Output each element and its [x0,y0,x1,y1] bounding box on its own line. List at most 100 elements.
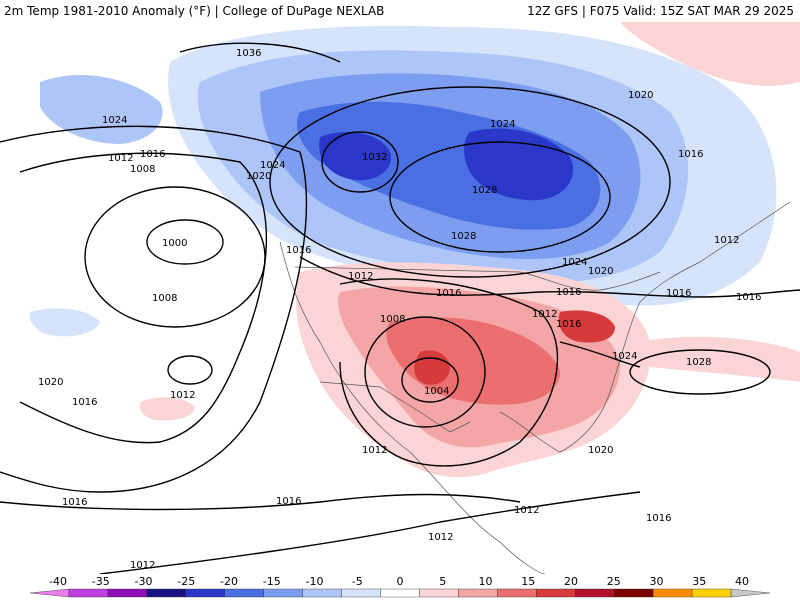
isobar-1012-south [99,491,641,574]
colorbar-tick-label: -20 [220,575,238,588]
colorbar-tick-label: -40 [49,575,67,588]
colorbar-tick-label: 10 [479,575,493,588]
warm-atlantic [640,336,800,382]
colorbar-swatch [146,588,186,598]
isobar-label: 1012 [714,235,739,246]
isobar-label: 1012 [130,560,155,571]
colorbar-swatch [652,588,693,598]
isobar-label: 1020 [628,90,653,101]
cold-pacific [29,308,101,337]
us-canada-border [294,266,661,291]
isobar-label: 1016 [286,245,311,256]
colorbar-swatch [263,588,303,598]
isobar-label: 1016 [556,287,581,298]
colorbar-swatch [419,588,459,598]
isobar-label: 1008 [152,293,177,304]
isobar-label: 1028 [472,185,497,196]
isobar-label: 1012 [514,505,539,516]
isobar-label: 1012 [170,390,195,401]
isobar-label: 1020 [38,377,63,388]
header: 2m Temp 1981-2010 Anomaly (°F) | College… [0,0,800,22]
colorbar-tick-label: 15 [521,575,535,588]
warm-pacific [139,397,195,421]
anomaly-shading [0,22,800,574]
north-america-coastline [279,201,791,574]
colorbar-tick-label: -15 [263,575,281,588]
isobar-label: 1016 [666,288,691,299]
isobar-label: 1028 [451,231,476,242]
colorbar-swatch [68,588,109,598]
isobar-label: 1012 [428,532,453,543]
colorbar-tick-label: 25 [607,575,621,588]
colorbar-tick-label: 35 [692,575,706,588]
isobar-label: 1024 [260,160,285,171]
colorbar-ticks: -40 -35 -30 -25 -20 -15 -10 -5 0 5 10 15 20 25 30 35 40 [49,575,749,588]
isobar-1016-pacific [19,152,268,444]
colorbar-tick-label: -30 [135,575,153,588]
colorbar-swatch [458,588,498,598]
isobar-label: 1024 [562,257,587,268]
isobar-label: 1012 [108,153,133,164]
isobar-1016-south [0,493,521,511]
us-mexico-border [319,381,471,433]
isobar-label: 1016 [436,288,461,299]
colorbar-tick-label: -10 [306,575,324,588]
colorbar-tick-label: -25 [177,575,195,588]
colorbar-swatch [497,588,537,598]
isobar-1012-us [339,278,559,467]
isobar-label: 1016 [646,513,671,524]
isobar-1004-texas-low [401,357,459,403]
isobar-label: 1016 [556,319,581,330]
isobar-label: 1020 [588,266,613,277]
isobar-label: 1016 [276,496,301,507]
isobar-label: 1024 [490,119,515,130]
colorbar-swatch [302,588,342,598]
isobar-1032-canada-high [321,131,399,193]
isobar-labels: 1036 1032 1028 1028 1028 1024 1024 1024 … [38,48,761,571]
isobar-label: 1000 [162,238,187,249]
model-valid-time: 12Z GFS | F075 Valid: 15Z SAT MAR 29 202… [527,4,794,18]
isobar-1000-low [146,219,224,265]
colorbar-swatch [380,588,420,598]
colorbar-swatch [224,588,264,598]
isobar-label: 1012 [348,271,373,282]
product-title: 2m Temp 1981-2010 Anomaly (°F) | College… [4,4,385,18]
isobar-1024-canada [269,86,671,278]
colorbar-swatch [107,588,148,598]
isobar-label: 1016 [62,497,87,508]
isobar-1024-east [559,341,641,368]
colorbar-swatch [536,588,576,598]
colorbar-swatch [29,588,70,598]
isobar-label: 1016 [678,149,703,160]
isobar-1008-texas-low [364,316,486,428]
isobar-label: 1032 [362,152,387,163]
isobar-label: 1008 [380,314,405,325]
colorbar-swatch [185,588,225,598]
isobar-1028-atlantic-high [629,349,771,395]
isobars [0,42,800,574]
isobar-label: 1020 [246,171,271,182]
warm-core-east [558,310,615,343]
isobar-label: 1008 [130,164,155,175]
isobar-label: 1012 [532,309,557,320]
colorbar-tick-label: 30 [650,575,664,588]
colorbar-tick-label: 40 [735,575,749,588]
isobar-label: 1012 [362,445,387,456]
colorbar-swatch [575,588,615,598]
colorbar-swatch [341,588,381,598]
isobar-label: 1028 [686,357,711,368]
isobar-label: 1004 [424,386,449,397]
isobar-label: 1024 [102,115,127,126]
isobar-label: 1020 [588,445,613,456]
anomaly-map: 1036 1032 1028 1028 1028 1024 1024 1024 … [0,22,800,574]
colorbar: -40 -35 -30 -25 -20 -15 -10 -5 0 5 10 15 20 25 30 35 40 [29,575,771,598]
colorbar-swatch [691,588,732,598]
isobar-1012-pacific-low [167,355,213,385]
geographic-boundaries [279,201,791,574]
colorbar-swatches [29,588,771,598]
colorbar-swatch [614,588,654,598]
colorbar-tick-label: 0 [397,575,404,588]
isobar-label: 1024 [612,351,637,362]
isobar-label: 1016 [72,397,97,408]
